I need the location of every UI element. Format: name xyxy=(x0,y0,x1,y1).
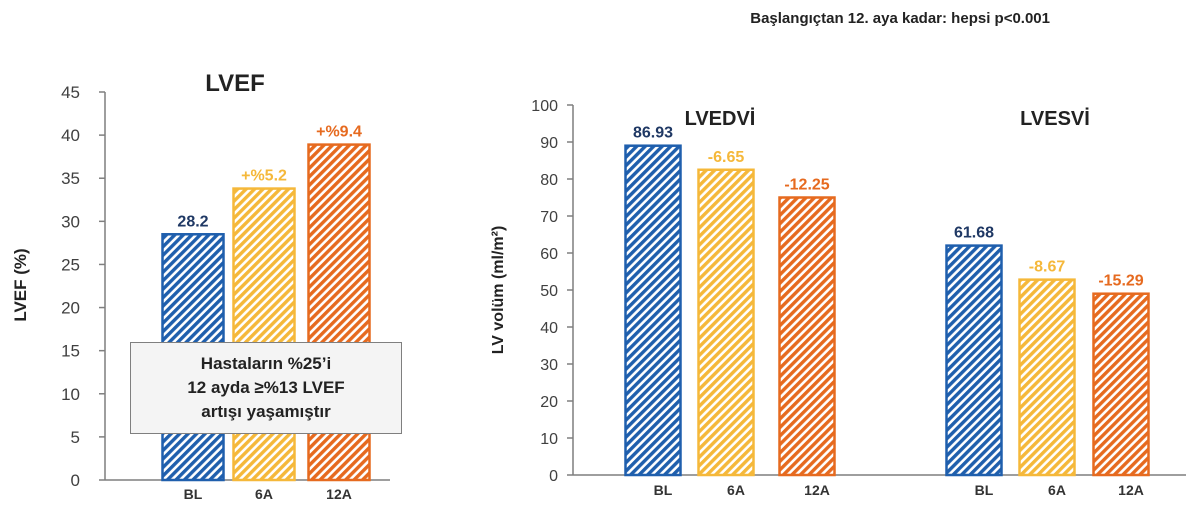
y-tick-label: 30 xyxy=(540,357,558,374)
significance-note: Başlangıçtan 12. aya kadar: hepsi p<0.00… xyxy=(750,10,1050,27)
group-title: LVEDVİ xyxy=(685,107,756,130)
category-label: 6A xyxy=(1048,482,1066,498)
y-axis-title: LV volüm (ml/m²) xyxy=(490,226,507,355)
y-tick-label: 35 xyxy=(61,169,80,188)
callout-line-2: 12 ayda ≥%13 LVEF xyxy=(187,378,345,397)
category-label: 12A xyxy=(1118,482,1144,498)
data-label: +%5.2 xyxy=(241,168,287,185)
data-label: 86.93 xyxy=(633,125,673,142)
lv-volume-chart: 0 10 20 30 40 50 60 70 80 90 100 LVEDVİ 86.93 BL -6.65… xyxy=(490,98,1186,498)
category-label: 6A xyxy=(727,482,745,498)
y-tick-label: 60 xyxy=(540,246,558,263)
bar xyxy=(232,187,296,482)
y-tick-label: 5 xyxy=(71,428,80,447)
category-label: 12A xyxy=(804,482,830,498)
bar xyxy=(1092,292,1150,477)
bar-group: LVEDVİ 86.93 BL -6.65 6A -12.25 12A xyxy=(624,107,836,498)
y-tick-label: 70 xyxy=(540,209,558,226)
y-tick-label: 0 xyxy=(71,471,80,490)
y-tick-label: 100 xyxy=(531,98,558,115)
category-label: BL xyxy=(975,482,994,498)
data-label: 61.68 xyxy=(954,225,994,242)
group-title: LVESVİ xyxy=(1020,107,1090,130)
y-tick-label: 0 xyxy=(549,468,558,485)
y-axis-title: LVEF (%) xyxy=(11,248,30,321)
bar xyxy=(697,168,755,477)
y-tick-label: 30 xyxy=(61,212,80,231)
bar-group: LVESVİ 61.68 BL -8.67 6A -15.29 12A xyxy=(945,107,1150,498)
data-label: -15.29 xyxy=(1098,273,1143,290)
y-tick-label: 90 xyxy=(540,135,558,152)
bar xyxy=(778,196,836,477)
data-label: -8.67 xyxy=(1029,259,1066,276)
chart-title: LVEF xyxy=(205,70,265,97)
category-label: BL xyxy=(654,482,673,498)
y-tick-label: 50 xyxy=(540,283,558,300)
y-tick-label: 20 xyxy=(540,394,558,411)
data-label: +%9.4 xyxy=(316,124,362,141)
y-tick-label: 45 xyxy=(61,83,80,102)
category-label: 12A xyxy=(326,486,352,502)
bar xyxy=(1018,278,1076,477)
callout-line-3: artışı yaşamıştır xyxy=(201,402,331,421)
data-label: 28.2 xyxy=(177,213,208,230)
bar xyxy=(624,144,682,477)
category-label: BL xyxy=(184,486,203,502)
y-tick-label: 10 xyxy=(61,385,80,404)
y-tick-label: 10 xyxy=(540,431,558,448)
lvef-chart: 0 5 10 15 20 25 30 35 40 45 28.2 BL +%5.2 6A +%9.4 12A L… xyxy=(11,70,390,502)
data-label: -6.65 xyxy=(708,149,745,166)
y-tick-label: 25 xyxy=(61,255,80,274)
y-tick-label: 40 xyxy=(61,126,80,145)
data-label: -12.25 xyxy=(784,177,829,194)
y-tick-label: 40 xyxy=(540,320,558,337)
bar xyxy=(945,244,1003,477)
category-label: 6A xyxy=(255,486,273,502)
callout-line-1: Hastaların %25’i xyxy=(200,354,332,373)
y-tick-label: 80 xyxy=(540,172,558,189)
y-tick-label: 15 xyxy=(61,342,80,361)
callout-box: Hastaların %25’i 12 ayda ≥%13 LVEF artış… xyxy=(130,342,402,434)
y-tick-label: 20 xyxy=(61,299,80,318)
